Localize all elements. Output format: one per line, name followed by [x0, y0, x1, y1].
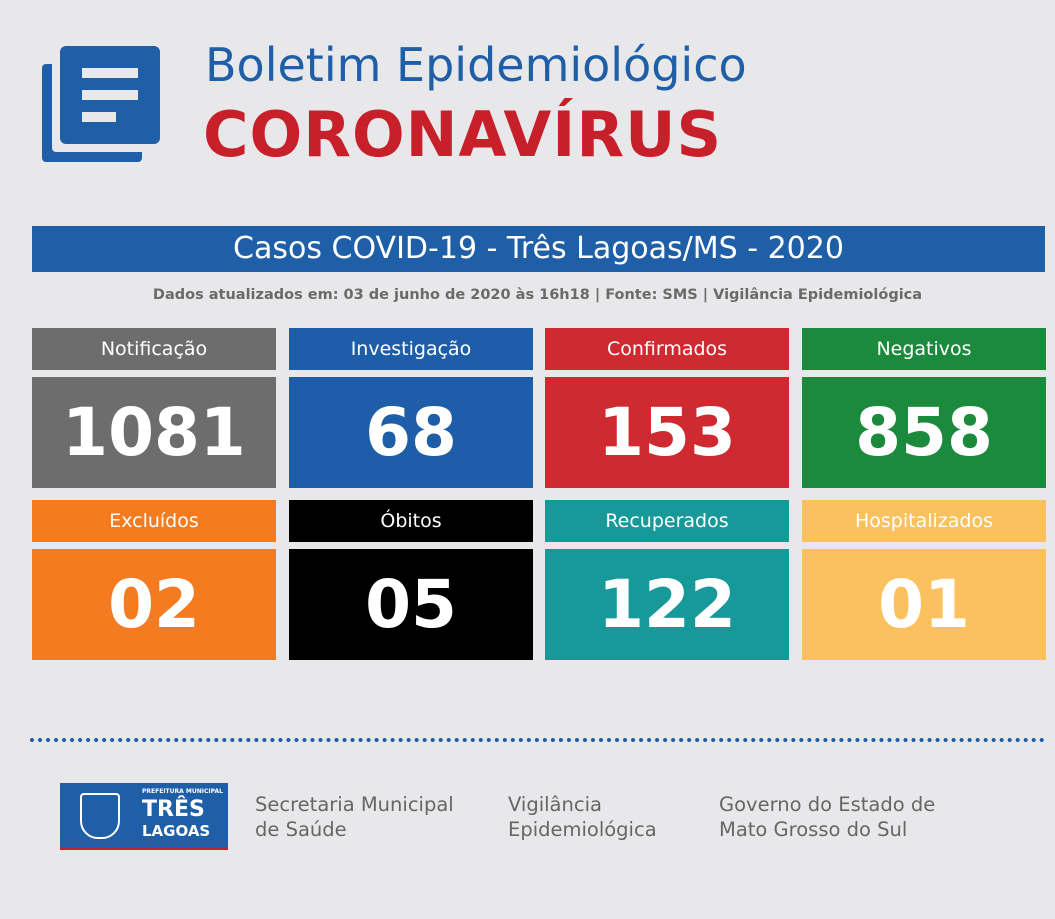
- card-value: 858: [802, 377, 1046, 488]
- footer-line: Epidemiológica: [508, 818, 657, 841]
- card-label: Excluídos: [32, 500, 276, 542]
- document-icon: [42, 46, 160, 162]
- card: Confirmados 153: [545, 328, 789, 489]
- logo: PREFEITURA MUNICIPAL TRÊS LAGOAS: [60, 783, 228, 850]
- card-label: Hospitalizados: [802, 500, 1046, 542]
- title: Boletim Epidemiológico: [205, 38, 747, 92]
- card-label: Negativos: [802, 328, 1046, 370]
- card: Negativos 858: [802, 328, 1046, 489]
- footer-item: Secretaria Municipal de Saúde: [255, 792, 454, 842]
- subtitle: CORONAVÍRUS: [203, 98, 723, 171]
- footer-line: Vigilância: [508, 793, 602, 816]
- card-value: 153: [545, 377, 789, 488]
- card: Notificação 1081: [32, 328, 276, 489]
- card-value: 01: [802, 549, 1046, 660]
- footer-line: Secretaria Municipal: [255, 793, 454, 816]
- card-value: 122: [545, 549, 789, 660]
- footer-line: Governo do Estado de: [719, 793, 936, 816]
- footer-item: Governo do Estado de Mato Grosso do Sul: [719, 792, 935, 842]
- updated-note: Dados atualizados em: 03 de junho de 202…: [152, 287, 923, 303]
- footer-line: de Saúde: [255, 818, 347, 841]
- footer-item: Vigilância Epidemiológica: [508, 792, 657, 842]
- logo-name: LAGOAS: [142, 822, 211, 840]
- card-value: 02: [32, 549, 276, 660]
- card: Excluídos 02: [32, 500, 276, 661]
- card-value: 05: [289, 549, 533, 660]
- banner: Casos COVID-19 - Três Lagoas/MS - 2020: [32, 226, 1045, 272]
- card-label: Investigação: [289, 328, 533, 370]
- card: Recuperados 122: [545, 500, 789, 661]
- divider: [30, 738, 1045, 742]
- card-value: 1081: [32, 377, 276, 488]
- card: Hospitalizados 01: [802, 500, 1046, 661]
- logo-top: PREFEITURA MUNICIPAL: [142, 788, 223, 795]
- footer-line: Mato Grosso do Sul: [719, 818, 908, 841]
- card: Óbitos 05: [289, 500, 533, 661]
- card-label: Confirmados: [545, 328, 789, 370]
- card-label: Óbitos: [289, 500, 533, 542]
- card-label: Notificação: [32, 328, 276, 370]
- card-value: 68: [289, 377, 533, 488]
- logo-crest: [80, 793, 120, 839]
- card: Investigação 68: [289, 328, 533, 489]
- logo-name: TRÊS: [142, 797, 205, 822]
- card-label: Recuperados: [545, 500, 789, 542]
